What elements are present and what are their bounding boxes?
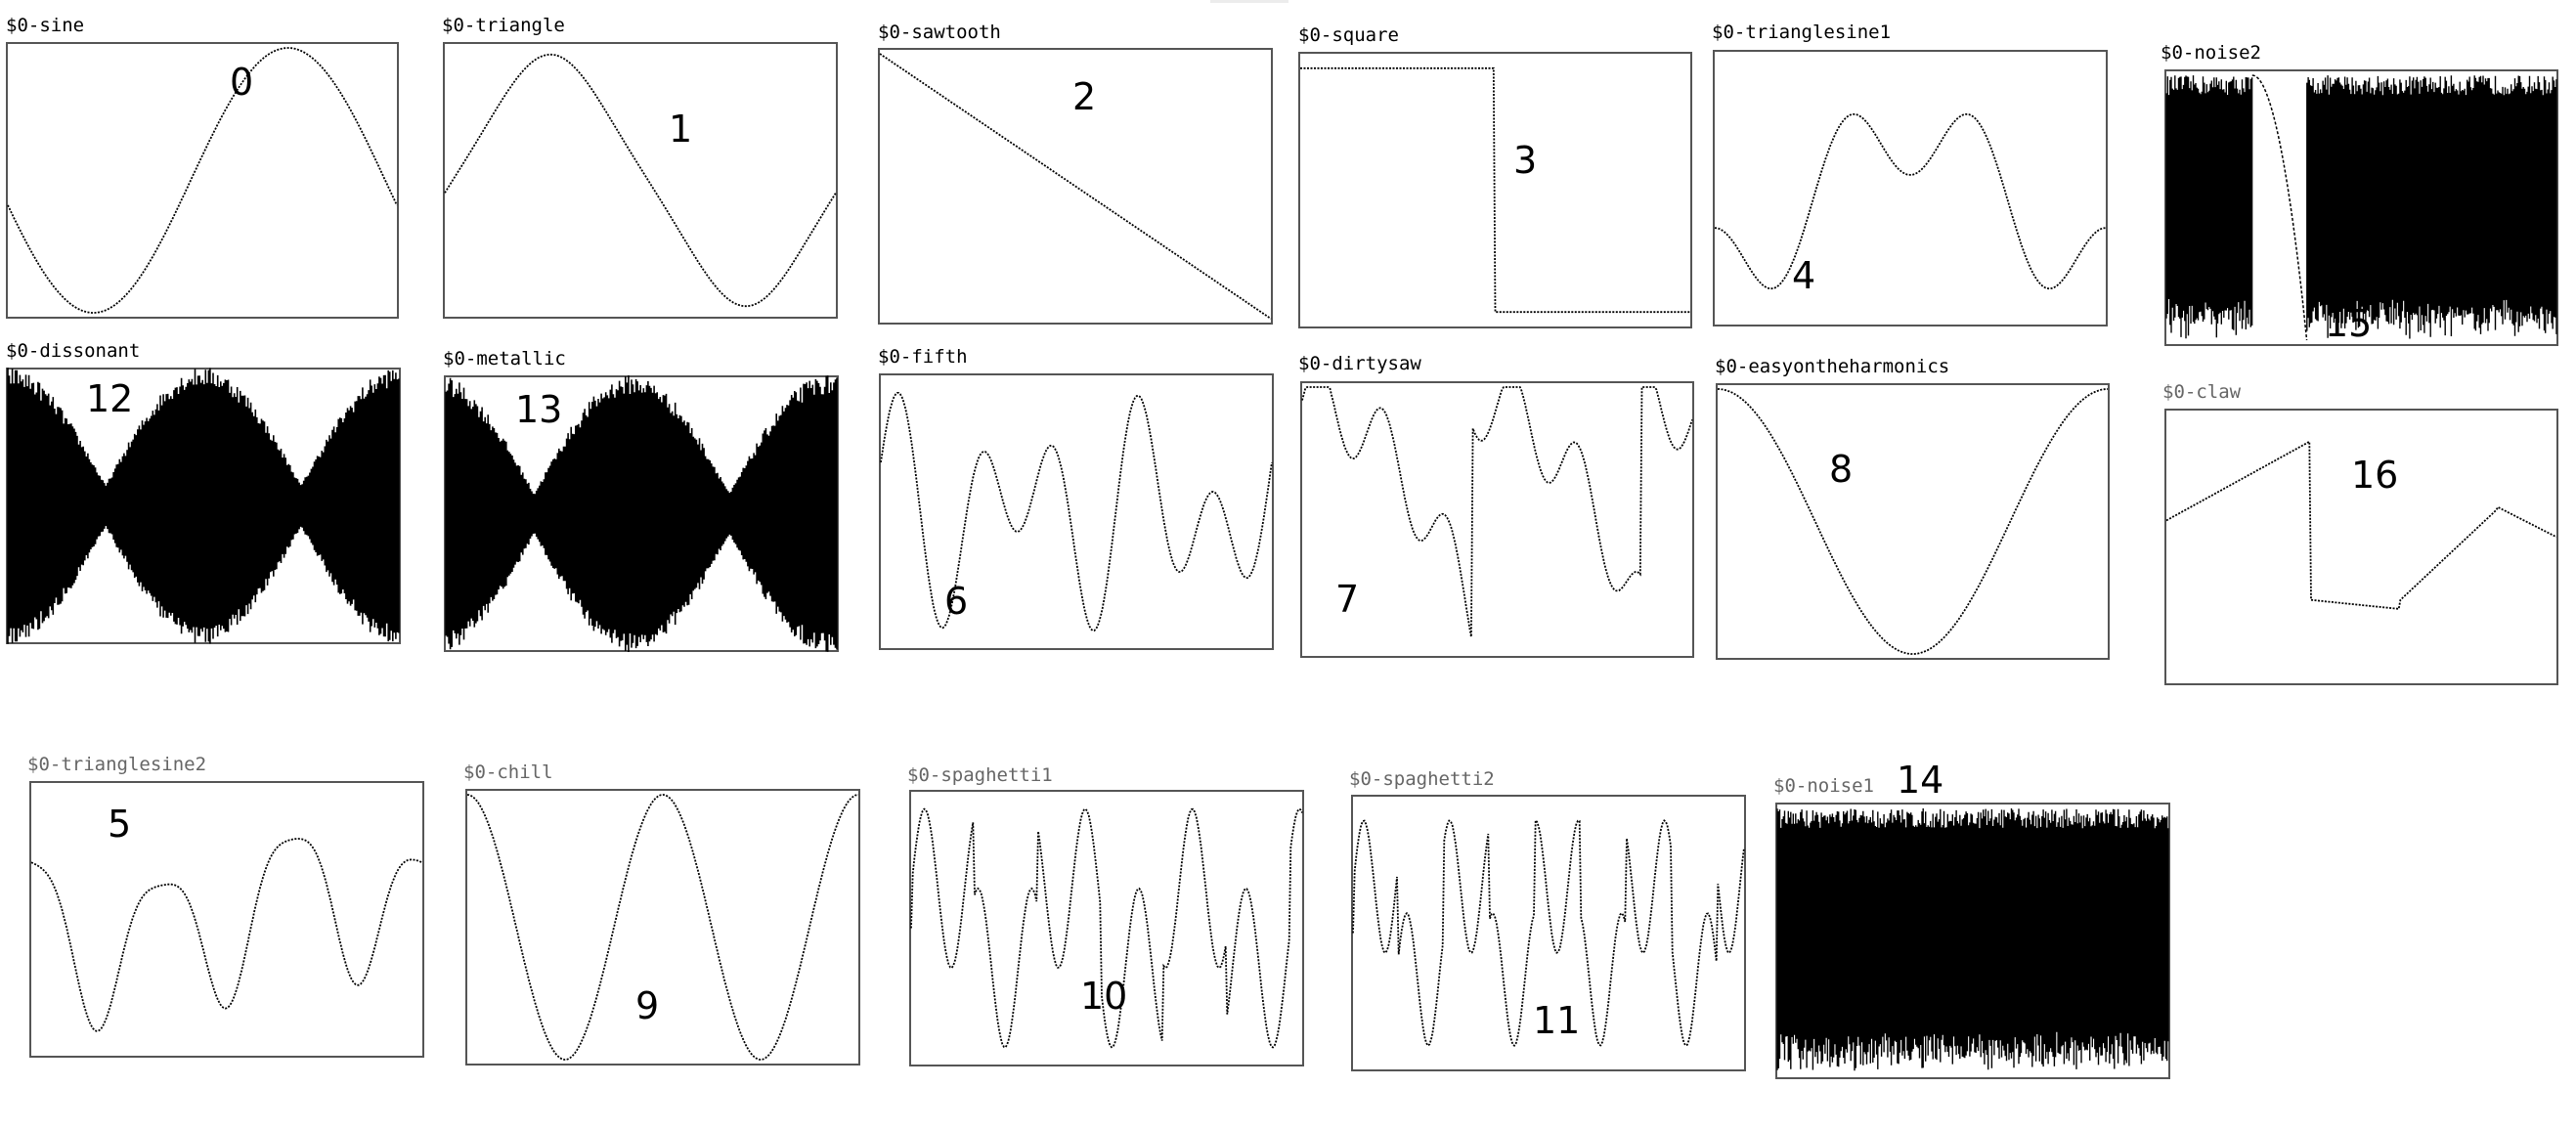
- array-number-5: 5: [108, 803, 132, 846]
- array-graph-trianglesine1[interactable]: [1713, 50, 2108, 326]
- array-number-15: 15: [2325, 302, 2373, 345]
- array-label-fifth: $0-fifth: [878, 346, 968, 368]
- scroll-indicator: [1210, 0, 1288, 3]
- array-label-noise1: $0-noise1: [1773, 775, 1874, 797]
- array-graph-fifth[interactable]: [879, 373, 1274, 650]
- array-graph-noise1[interactable]: [1775, 803, 2170, 1079]
- array-graph-trianglesine2[interactable]: [29, 781, 424, 1058]
- array-graph-sine[interactable]: [6, 42, 399, 319]
- array-graph-dirtysaw[interactable]: [1300, 381, 1694, 658]
- array-number-12: 12: [86, 377, 134, 420]
- waveform-plot: [1352, 818, 1745, 1048]
- waveform-plot: [2165, 440, 2557, 610]
- array-label-dissonant: $0-dissonant: [6, 340, 141, 362]
- waveform-plot: [444, 53, 837, 308]
- array-label-dirtysaw: $0-dirtysaw: [1298, 353, 1421, 374]
- array-graph-sawtooth[interactable]: [878, 48, 1273, 325]
- array-graph-metallic[interactable]: [444, 375, 839, 652]
- array-label-trianglesine1: $0-trianglesine1: [1712, 22, 1892, 43]
- array-graph-chill[interactable]: [465, 789, 860, 1066]
- array-graph-noise2[interactable]: [2164, 69, 2558, 346]
- array-number-14: 14: [1897, 759, 1944, 802]
- array-number-7: 7: [1335, 578, 1360, 621]
- array-graph-spaghetti1[interactable]: [909, 790, 1304, 1066]
- array-label-sine: $0-sine: [6, 15, 85, 36]
- array-number-3: 3: [1513, 139, 1538, 182]
- waveform-plot: [879, 53, 1272, 320]
- waveform-plot: [910, 807, 1303, 1049]
- array-number-9: 9: [635, 984, 660, 1027]
- waveform-plot: [30, 838, 423, 1032]
- array-number-2: 2: [1072, 75, 1097, 118]
- array-number-11: 11: [1533, 999, 1581, 1042]
- waveform-plot: [7, 368, 400, 644]
- waveform-plot: [1300, 66, 1690, 314]
- waveform-plot: [7, 47, 398, 314]
- array-number-0: 0: [230, 61, 254, 104]
- array-number-16: 16: [2351, 454, 2399, 497]
- array-label-noise2: $0-noise2: [2161, 42, 2261, 64]
- array-label-spaghetti1: $0-spaghetti1: [907, 764, 1053, 786]
- array-graph-claw[interactable]: [2164, 409, 2558, 685]
- array-label-spaghetti2: $0-spaghetti2: [1349, 768, 1495, 790]
- waveform-plot: [880, 392, 1273, 631]
- waveform-plot: [1776, 808, 2169, 1071]
- array-label-triangle: $0-triangle: [442, 15, 565, 36]
- waveform-plot: [2165, 74, 2557, 341]
- waveform-plot: [1718, 388, 2108, 655]
- array-label-easyontheharmonics: $0-easyontheharmonics: [1715, 356, 1950, 377]
- waveform-plot: [1714, 113, 2107, 290]
- array-graph-square[interactable]: [1298, 52, 1692, 328]
- array-graph-triangle[interactable]: [443, 42, 838, 319]
- array-label-metallic: $0-metallic: [443, 348, 566, 370]
- waveform-plot: [445, 375, 838, 652]
- array-graph-easyontheharmonics[interactable]: [1716, 383, 2110, 660]
- array-label-chill: $0-chill: [463, 761, 553, 783]
- waveform-plot: [1301, 386, 1693, 637]
- array-number-10: 10: [1080, 975, 1128, 1018]
- array-number-13: 13: [515, 388, 563, 431]
- array-number-4: 4: [1792, 254, 1816, 297]
- array-number-8: 8: [1829, 448, 1854, 491]
- array-label-sawtooth: $0-sawtooth: [878, 22, 1001, 43]
- array-label-claw: $0-claw: [2162, 381, 2242, 403]
- array-number-1: 1: [669, 108, 693, 151]
- array-label-square: $0-square: [1298, 24, 1399, 46]
- waveform-plot: [466, 794, 859, 1061]
- array-graph-spaghetti2[interactable]: [1351, 795, 1746, 1071]
- array-label-trianglesine2: $0-trianglesine2: [27, 754, 207, 775]
- array-number-6: 6: [944, 580, 969, 623]
- array-graph-dissonant[interactable]: [6, 368, 401, 644]
